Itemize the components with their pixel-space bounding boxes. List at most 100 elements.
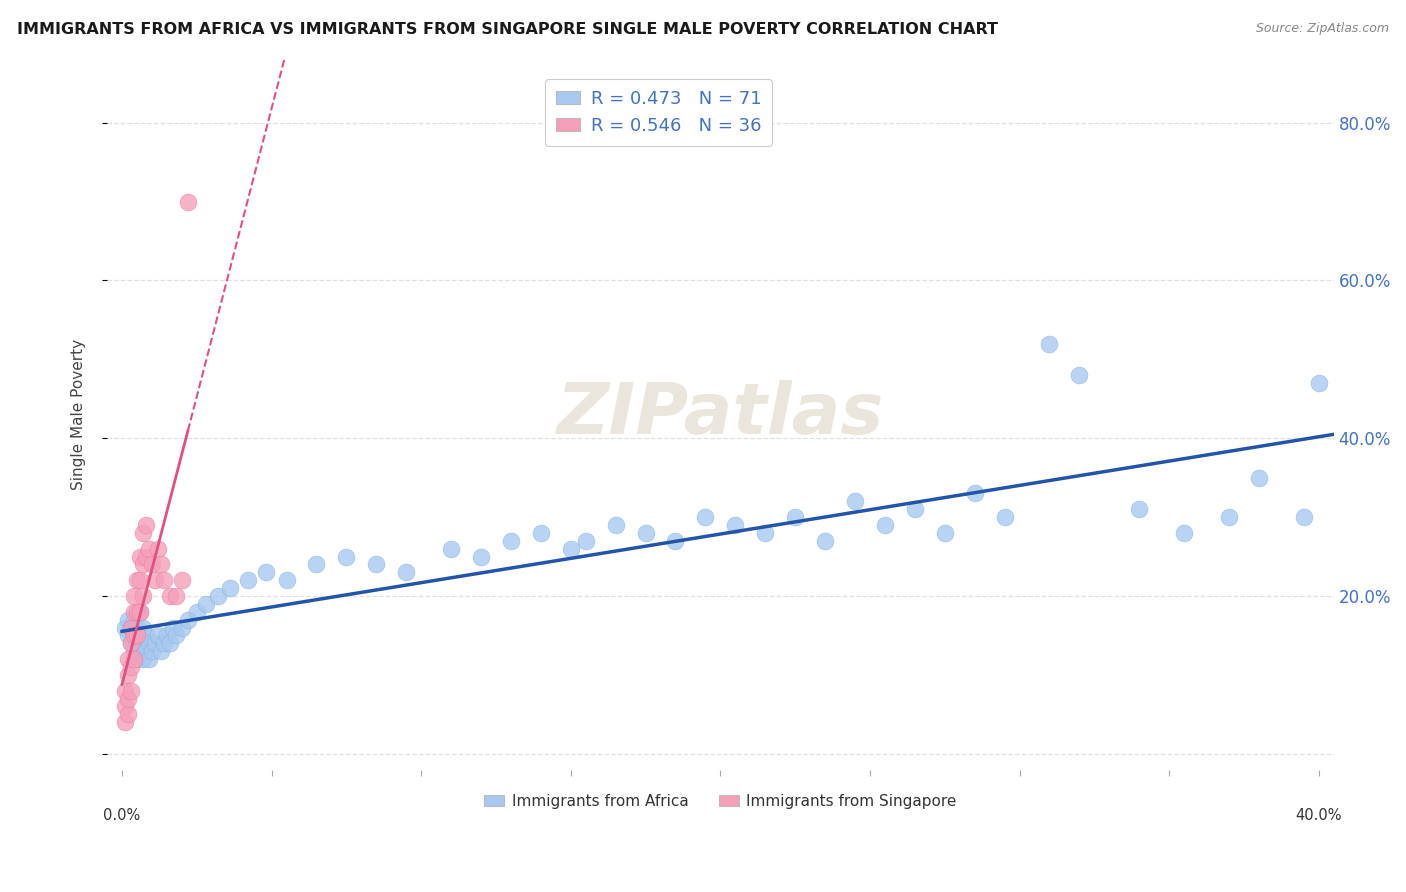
Point [122,652,145,666]
Point [634,525,657,540]
Point [141,558,163,572]
Y-axis label: Single Male Poverty: Single Male Poverty [72,339,86,491]
Point [934,525,956,540]
Point [873,518,896,533]
Point [138,636,160,650]
Point [149,644,172,658]
Point [335,549,357,564]
Point [754,525,776,540]
Legend: Immigrants from Africa, Immigrants from Singapore: Immigrants from Africa, Immigrants from … [478,788,963,815]
Point [135,549,157,564]
Point [125,628,148,642]
Point [125,574,148,588]
Point [122,628,145,642]
Point [165,589,187,603]
Point [129,605,152,619]
Point [117,707,139,722]
Point [814,533,837,548]
Point [125,621,148,635]
Point [575,533,598,548]
Point [146,628,169,642]
Point [170,574,193,588]
Point [114,621,136,635]
Point [122,628,145,642]
Point [218,581,240,595]
Point [162,621,184,635]
Point [1308,376,1330,390]
Point [177,194,200,209]
Point [143,636,166,650]
Point [1038,336,1060,351]
Point [499,533,522,548]
Point [117,691,139,706]
Point [1128,502,1150,516]
Point [194,597,217,611]
Point [170,621,193,635]
Point [236,574,259,588]
Point [1069,368,1091,383]
Point [129,628,152,642]
Point [159,636,181,650]
Point [695,510,717,524]
Point [129,549,152,564]
Point [132,636,155,650]
Point [117,628,139,642]
Text: Source: ZipAtlas.com: Source: ZipAtlas.com [1256,22,1389,36]
Point [560,541,582,556]
Point [120,660,142,674]
Point [149,558,172,572]
Point [125,636,148,650]
Text: IMMIGRANTS FROM AFRICA VS IMMIGRANTS FROM SINGAPORE SINGLE MALE POVERTY CORRELAT: IMMIGRANTS FROM AFRICA VS IMMIGRANTS FRO… [17,22,998,37]
Point [120,621,142,635]
Point [470,549,492,564]
Point [156,628,179,642]
Point [132,621,155,635]
Point [117,652,139,666]
Point [276,574,298,588]
Point [1173,525,1195,540]
Point [207,589,229,603]
Point [122,589,145,603]
Point [120,636,142,650]
Point [1247,471,1270,485]
Point [605,518,627,533]
Point [395,566,418,580]
Point [132,589,155,603]
Point [129,605,152,619]
Point [963,486,986,500]
Point [177,613,200,627]
Point [114,683,136,698]
Point [132,652,155,666]
Point [120,683,142,698]
Point [114,699,136,714]
Point [122,613,145,627]
Point [129,574,152,588]
Text: 40.0%: 40.0% [1295,808,1341,823]
Point [153,574,176,588]
Point [366,558,388,572]
Point [305,558,328,572]
Point [125,605,148,619]
Point [143,574,166,588]
Text: 0.0%: 0.0% [104,808,141,823]
Point [120,636,142,650]
Point [904,502,927,516]
Point [122,644,145,658]
Point [132,558,155,572]
Point [125,652,148,666]
Point [254,566,277,580]
Point [1218,510,1240,524]
Point [1292,510,1315,524]
Point [993,510,1015,524]
Point [117,613,139,627]
Point [159,589,181,603]
Point [530,525,553,540]
Point [132,525,155,540]
Point [135,644,157,658]
Point [135,518,157,533]
Point [122,605,145,619]
Point [129,644,152,658]
Point [165,628,187,642]
Point [120,621,142,635]
Text: ZIPatlas: ZIPatlas [557,380,884,449]
